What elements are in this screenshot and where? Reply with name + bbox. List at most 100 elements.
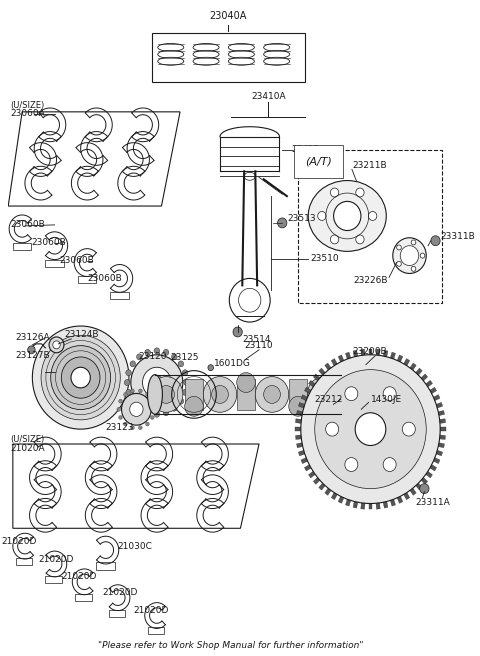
Circle shape — [330, 235, 339, 244]
Bar — [295, 427, 301, 431]
Circle shape — [163, 410, 169, 416]
Circle shape — [121, 394, 151, 425]
Ellipse shape — [264, 43, 289, 51]
Text: 23226B: 23226B — [353, 276, 388, 285]
Circle shape — [154, 411, 160, 417]
Text: 23125: 23125 — [170, 353, 199, 362]
Bar — [325, 488, 331, 495]
Bar — [110, 293, 129, 299]
Text: 23212: 23212 — [315, 395, 343, 404]
Bar — [13, 243, 31, 250]
Circle shape — [330, 188, 339, 197]
Bar — [361, 349, 365, 356]
Circle shape — [124, 380, 130, 386]
Circle shape — [402, 422, 415, 436]
Circle shape — [130, 402, 143, 417]
Bar — [296, 419, 301, 423]
Text: "Please refer to Work Shop Manual for further information": "Please refer to Work Shop Manual for fu… — [98, 641, 364, 650]
Bar — [338, 355, 344, 362]
Bar — [369, 504, 372, 510]
Text: (U/SIZE): (U/SIZE) — [10, 102, 44, 110]
Ellipse shape — [264, 57, 289, 65]
Text: (A/T): (A/T) — [305, 156, 332, 167]
Ellipse shape — [158, 57, 184, 65]
Circle shape — [137, 405, 142, 411]
Text: 21020D: 21020D — [39, 554, 74, 564]
Bar — [96, 562, 115, 570]
Bar — [299, 402, 305, 408]
Bar — [440, 419, 445, 423]
Text: 21020D: 21020D — [61, 573, 96, 581]
Text: 23060A: 23060A — [10, 110, 45, 118]
Text: 23060B: 23060B — [60, 256, 94, 265]
Circle shape — [355, 413, 386, 445]
Bar — [369, 349, 372, 355]
Bar — [301, 458, 308, 464]
Bar — [438, 443, 444, 448]
Bar — [426, 380, 432, 387]
Polygon shape — [13, 444, 259, 528]
Circle shape — [182, 390, 188, 396]
Text: 23127B: 23127B — [16, 351, 50, 360]
Bar — [297, 443, 303, 448]
Bar — [361, 503, 365, 509]
Circle shape — [184, 380, 189, 386]
Text: 21020D: 21020D — [133, 606, 169, 615]
Bar — [309, 471, 315, 478]
Circle shape — [123, 392, 127, 397]
Bar — [297, 411, 303, 416]
Bar — [397, 355, 403, 362]
Bar — [430, 464, 437, 471]
Circle shape — [356, 235, 364, 244]
Circle shape — [315, 369, 426, 489]
Circle shape — [150, 376, 163, 390]
Bar — [78, 276, 96, 283]
Bar — [410, 363, 416, 370]
Text: 21030C: 21030C — [118, 542, 153, 550]
Circle shape — [264, 386, 280, 403]
Bar — [390, 352, 396, 359]
Circle shape — [318, 211, 326, 220]
Bar — [430, 387, 437, 394]
Circle shape — [131, 355, 183, 410]
Circle shape — [383, 458, 396, 472]
Ellipse shape — [158, 51, 184, 58]
Circle shape — [171, 405, 177, 411]
Bar — [338, 497, 344, 503]
Circle shape — [178, 361, 184, 367]
Text: 23126A: 23126A — [16, 333, 50, 342]
Bar — [433, 458, 440, 464]
Ellipse shape — [158, 43, 184, 51]
Circle shape — [149, 377, 183, 412]
Circle shape — [126, 370, 132, 376]
Circle shape — [289, 396, 307, 417]
Circle shape — [32, 326, 129, 429]
Circle shape — [420, 483, 429, 493]
Circle shape — [145, 422, 149, 426]
Bar — [237, 379, 255, 410]
Bar — [376, 349, 380, 356]
Circle shape — [239, 289, 261, 312]
Circle shape — [130, 361, 135, 367]
Text: 1430JE: 1430JE — [371, 395, 402, 404]
Text: 23123: 23123 — [106, 422, 134, 432]
Bar — [376, 503, 380, 509]
Ellipse shape — [228, 43, 254, 51]
Circle shape — [131, 426, 134, 430]
Text: 21020A: 21020A — [10, 445, 45, 453]
Circle shape — [126, 390, 132, 396]
Circle shape — [420, 253, 425, 258]
Circle shape — [307, 377, 341, 412]
Bar — [301, 395, 308, 401]
Ellipse shape — [147, 375, 162, 414]
Bar — [426, 471, 432, 478]
Bar — [304, 464, 311, 471]
Text: 23412: 23412 — [291, 145, 320, 154]
Circle shape — [233, 327, 242, 337]
Bar — [185, 379, 204, 410]
Circle shape — [28, 346, 35, 354]
Bar — [353, 501, 358, 508]
Bar — [147, 627, 164, 634]
Text: 23311A: 23311A — [415, 498, 450, 507]
Circle shape — [393, 237, 426, 274]
